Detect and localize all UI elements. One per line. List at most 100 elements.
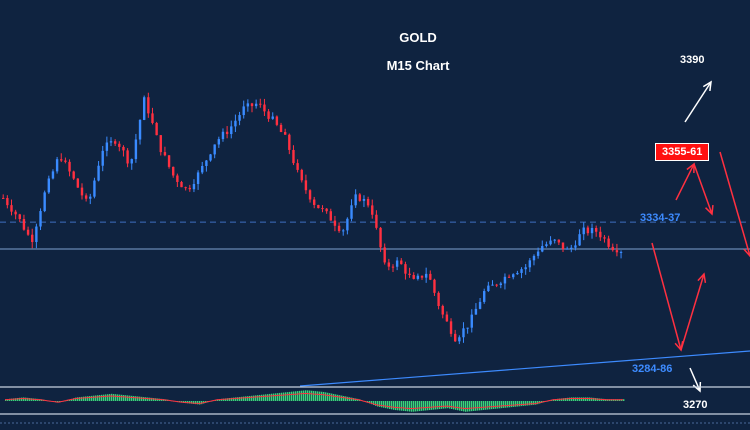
candle-body — [138, 119, 142, 140]
histogram-bar — [297, 391, 299, 401]
histogram-bar — [473, 401, 475, 411]
candle-body — [362, 198, 366, 201]
histogram-bar — [133, 396, 135, 401]
histogram-bar — [83, 396, 85, 401]
histogram-bar — [453, 401, 455, 410]
candle-body — [89, 196, 92, 199]
histogram-bar — [563, 398, 565, 401]
candle-body — [565, 248, 569, 250]
histogram-bar — [237, 397, 239, 401]
candle-body — [263, 104, 266, 112]
candle-body — [313, 199, 316, 205]
candle-body — [503, 276, 507, 284]
histogram-bar — [497, 401, 499, 409]
histogram-bar — [373, 401, 375, 406]
histogram-bar — [463, 401, 465, 412]
candle-body — [296, 163, 299, 170]
histogram-bar — [595, 398, 597, 401]
histogram-bar — [513, 401, 515, 407]
histogram-bar — [405, 401, 407, 412]
candle-body — [404, 264, 407, 274]
candle-body — [68, 161, 71, 172]
candle-body — [163, 152, 167, 156]
candle-body — [279, 124, 283, 133]
histogram-bar — [27, 397, 29, 401]
histogram-bar — [129, 395, 131, 401]
candle-body — [541, 246, 544, 252]
histogram-bar — [491, 401, 493, 410]
candle-body — [449, 321, 453, 334]
histogram-bar — [301, 390, 303, 401]
candle-body — [350, 205, 353, 219]
histogram-bar — [419, 401, 421, 412]
histogram-bar — [477, 401, 479, 411]
candle-body — [31, 234, 34, 243]
histogram-bar — [529, 401, 531, 406]
candle-body — [387, 262, 391, 267]
candle-body — [424, 273, 428, 278]
histogram-bar — [351, 397, 353, 401]
histogram-bar — [323, 391, 325, 401]
histogram-bar — [247, 396, 249, 401]
histogram-bar — [241, 396, 243, 401]
candle-body — [184, 187, 187, 189]
histogram-bar — [105, 394, 107, 401]
histogram-bar — [467, 401, 469, 412]
candle-body — [167, 155, 171, 167]
histogram-bar — [13, 398, 15, 401]
histogram-bar — [21, 397, 23, 401]
histogram-bar — [191, 401, 193, 404]
candle-body — [499, 283, 502, 286]
histogram-bar — [101, 394, 103, 401]
histogram-bar — [589, 397, 591, 401]
histogram-bar — [279, 392, 281, 401]
level-label-3334-37: 3334-37 — [640, 212, 681, 224]
histogram-bar — [261, 394, 263, 401]
histogram-bar — [407, 401, 409, 412]
histogram-bar — [499, 401, 501, 409]
histogram-bar — [391, 401, 393, 410]
level-label-3355-61: 3355-61 — [655, 143, 710, 161]
histogram-bar — [465, 401, 467, 412]
histogram-bar — [347, 396, 349, 401]
histogram-bar — [339, 395, 341, 401]
histogram-bar — [89, 396, 91, 401]
histogram-bar — [439, 401, 441, 410]
histogram-bar — [427, 401, 429, 411]
histogram-bar — [139, 396, 141, 401]
histogram-bar — [73, 398, 75, 401]
candle-body — [337, 225, 341, 232]
histogram-bar — [573, 397, 575, 401]
candle-body — [346, 218, 349, 231]
histogram-bar — [95, 395, 97, 401]
histogram-bar — [345, 396, 347, 401]
histogram-bar — [249, 395, 251, 401]
candle-body — [561, 242, 565, 250]
histogram-bar — [127, 395, 129, 401]
histogram-bar — [397, 401, 399, 411]
candle-body — [84, 195, 88, 199]
histogram-bar — [337, 394, 339, 401]
level-label-3284-86: 3284-86 — [632, 363, 673, 375]
histogram-bar — [123, 395, 125, 401]
histogram-bar — [581, 397, 583, 401]
candle-body — [113, 141, 117, 144]
candle-body — [395, 260, 399, 267]
histogram-bar — [23, 397, 25, 401]
candle-body — [478, 301, 482, 309]
histogram-bar — [515, 401, 517, 407]
histogram-bar — [285, 392, 287, 401]
histogram-bar — [281, 392, 283, 401]
histogram-bar — [269, 393, 271, 401]
histogram-bar — [327, 392, 329, 401]
candle-body — [188, 187, 191, 190]
histogram-bar — [409, 401, 411, 412]
histogram-bar — [559, 398, 561, 401]
candle-body — [192, 183, 196, 190]
histogram-bar — [257, 395, 259, 401]
histogram-bar — [317, 391, 319, 401]
histogram-bar — [29, 398, 31, 401]
histogram-bar — [97, 395, 99, 401]
histogram-bar — [349, 397, 351, 401]
candle-body — [238, 115, 241, 121]
